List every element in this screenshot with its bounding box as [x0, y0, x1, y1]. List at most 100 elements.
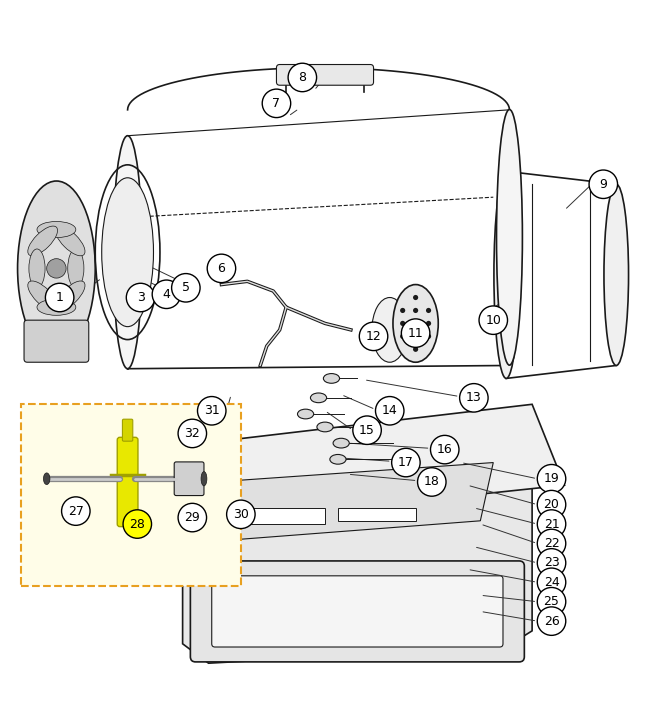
- Ellipse shape: [372, 297, 408, 363]
- Circle shape: [589, 170, 617, 198]
- Circle shape: [152, 280, 181, 309]
- Ellipse shape: [28, 281, 58, 311]
- Ellipse shape: [201, 472, 207, 486]
- Ellipse shape: [298, 409, 314, 419]
- Text: 1: 1: [56, 291, 64, 304]
- Text: 3: 3: [136, 291, 144, 304]
- Circle shape: [62, 497, 90, 526]
- Text: 10: 10: [486, 314, 501, 327]
- Text: 15: 15: [359, 424, 375, 437]
- Circle shape: [123, 510, 151, 538]
- Ellipse shape: [68, 249, 84, 288]
- Bar: [248, 508, 325, 524]
- Circle shape: [198, 396, 226, 425]
- Circle shape: [288, 63, 317, 92]
- Text: 20: 20: [543, 498, 560, 511]
- Circle shape: [413, 308, 418, 313]
- Text: 8: 8: [298, 71, 306, 84]
- Circle shape: [47, 258, 66, 278]
- Text: 11: 11: [408, 327, 424, 340]
- FancyBboxPatch shape: [122, 419, 133, 441]
- Text: 30: 30: [233, 508, 249, 521]
- Ellipse shape: [311, 393, 326, 403]
- Circle shape: [479, 306, 508, 335]
- FancyBboxPatch shape: [21, 404, 241, 585]
- Text: 16: 16: [437, 443, 452, 456]
- Circle shape: [413, 347, 418, 352]
- Ellipse shape: [604, 185, 629, 365]
- Circle shape: [426, 334, 431, 339]
- Circle shape: [413, 295, 418, 300]
- Circle shape: [413, 334, 418, 339]
- Ellipse shape: [497, 110, 523, 365]
- Circle shape: [417, 467, 446, 496]
- Ellipse shape: [333, 438, 349, 448]
- Circle shape: [227, 500, 255, 528]
- Text: 31: 31: [204, 404, 220, 417]
- Ellipse shape: [317, 422, 333, 432]
- Text: 17: 17: [398, 456, 414, 469]
- Circle shape: [538, 587, 566, 616]
- Circle shape: [426, 321, 431, 326]
- FancyBboxPatch shape: [212, 576, 503, 647]
- Text: 14: 14: [382, 404, 398, 417]
- Circle shape: [538, 568, 566, 597]
- Ellipse shape: [44, 473, 50, 485]
- Circle shape: [401, 319, 430, 348]
- Circle shape: [400, 321, 405, 326]
- Circle shape: [262, 89, 291, 118]
- Text: 26: 26: [543, 615, 560, 628]
- Ellipse shape: [18, 181, 96, 355]
- Polygon shape: [202, 404, 564, 521]
- Polygon shape: [215, 462, 493, 540]
- Ellipse shape: [324, 373, 339, 383]
- Ellipse shape: [37, 221, 76, 238]
- Ellipse shape: [55, 281, 85, 311]
- Circle shape: [172, 274, 200, 302]
- Text: 32: 32: [185, 427, 200, 440]
- Circle shape: [207, 254, 236, 283]
- FancyBboxPatch shape: [24, 320, 89, 363]
- Circle shape: [359, 322, 388, 350]
- Circle shape: [460, 383, 488, 412]
- Circle shape: [126, 284, 155, 312]
- Text: 18: 18: [424, 475, 440, 488]
- FancyBboxPatch shape: [190, 561, 525, 662]
- Text: 29: 29: [185, 511, 200, 524]
- Ellipse shape: [330, 454, 346, 464]
- Text: 4: 4: [162, 288, 170, 301]
- Text: 28: 28: [129, 518, 145, 531]
- Text: 5: 5: [182, 281, 190, 294]
- Circle shape: [46, 284, 74, 312]
- Text: 6: 6: [218, 262, 226, 275]
- Text: 19: 19: [543, 472, 560, 485]
- Polygon shape: [183, 469, 532, 663]
- Circle shape: [178, 503, 207, 532]
- Circle shape: [538, 607, 566, 635]
- FancyBboxPatch shape: [276, 65, 374, 85]
- Circle shape: [538, 510, 566, 538]
- Text: 23: 23: [543, 556, 560, 569]
- Circle shape: [538, 549, 566, 577]
- Circle shape: [178, 419, 207, 447]
- Text: 21: 21: [543, 518, 560, 531]
- Ellipse shape: [393, 284, 438, 363]
- Text: 24: 24: [543, 576, 560, 589]
- Ellipse shape: [101, 178, 153, 327]
- Ellipse shape: [55, 226, 85, 256]
- Circle shape: [430, 435, 459, 464]
- Circle shape: [538, 529, 566, 558]
- Text: 27: 27: [68, 505, 84, 518]
- Text: 7: 7: [272, 97, 280, 110]
- Text: 22: 22: [543, 537, 560, 550]
- Text: 9: 9: [599, 178, 607, 191]
- Text: 13: 13: [466, 391, 482, 404]
- Ellipse shape: [29, 249, 45, 288]
- Circle shape: [400, 308, 405, 313]
- Text: 12: 12: [366, 330, 382, 343]
- Ellipse shape: [113, 136, 142, 369]
- Circle shape: [400, 334, 405, 339]
- Bar: [338, 508, 415, 521]
- Circle shape: [353, 416, 382, 444]
- Circle shape: [376, 396, 404, 425]
